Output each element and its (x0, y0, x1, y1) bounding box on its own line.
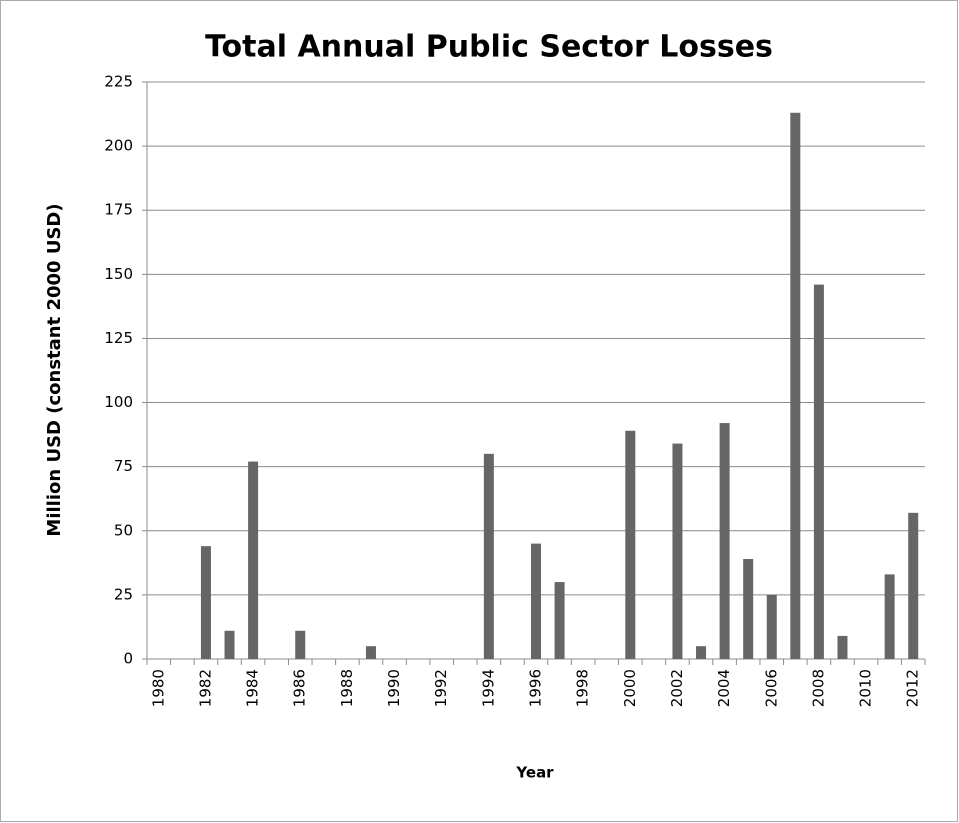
x-tick-label: 1988 (338, 669, 356, 707)
y-tick-label: 125 (104, 329, 133, 347)
y-tick-label: 225 (104, 73, 133, 91)
x-tick-label: 1990 (385, 669, 403, 707)
bar (790, 112, 801, 660)
y-tick-label: 150 (104, 265, 133, 283)
x-tick-label: 2002 (668, 669, 686, 707)
bar (908, 512, 919, 659)
x-tick-label: 1984 (244, 669, 262, 707)
bar (200, 546, 211, 659)
bar (365, 646, 376, 659)
chart-title: Total Annual Public Sector Losses (205, 30, 773, 65)
y-tick-label: 75 (114, 457, 133, 475)
bar (719, 423, 730, 659)
x-tick-label: 2004 (715, 669, 733, 707)
x-tick-label: 2012 (904, 669, 922, 707)
bar (625, 430, 636, 659)
x-axis-label: Year (515, 764, 554, 782)
bar (224, 630, 235, 659)
y-tick-label: 0 (123, 650, 133, 668)
bar (483, 453, 494, 659)
x-tick-label: 2010 (857, 669, 875, 707)
y-axis-label: Million USD (constant 2000 USD) (44, 203, 65, 536)
x-tick-label: 1996 (527, 669, 545, 707)
x-tick-label: 1998 (574, 669, 592, 707)
x-tick-label: 1980 (149, 669, 167, 707)
y-tick-label: 200 (104, 137, 133, 155)
y-tick-label: 25 (114, 585, 133, 603)
y-tick-label: 50 (114, 521, 133, 539)
x-tick-label: 2006 (762, 669, 780, 707)
x-tick-label: 1982 (196, 669, 214, 707)
x-tick-label: 2000 (621, 669, 639, 707)
bar (813, 284, 824, 659)
bar (766, 594, 777, 659)
bar (531, 543, 541, 659)
bar (248, 461, 259, 659)
bar (837, 635, 848, 659)
x-tick-label: 1992 (432, 669, 450, 707)
bar (295, 630, 306, 659)
bar (884, 574, 895, 659)
y-tick-label: 175 (104, 201, 133, 219)
x-tick-label: 1986 (291, 669, 309, 707)
x-tick-label: 2008 (809, 669, 827, 707)
y-tick-label: 100 (104, 393, 133, 411)
bar (672, 443, 683, 659)
bar (554, 582, 565, 659)
x-tick-label: 1994 (479, 669, 497, 707)
bar (696, 646, 707, 659)
bar (743, 558, 754, 659)
